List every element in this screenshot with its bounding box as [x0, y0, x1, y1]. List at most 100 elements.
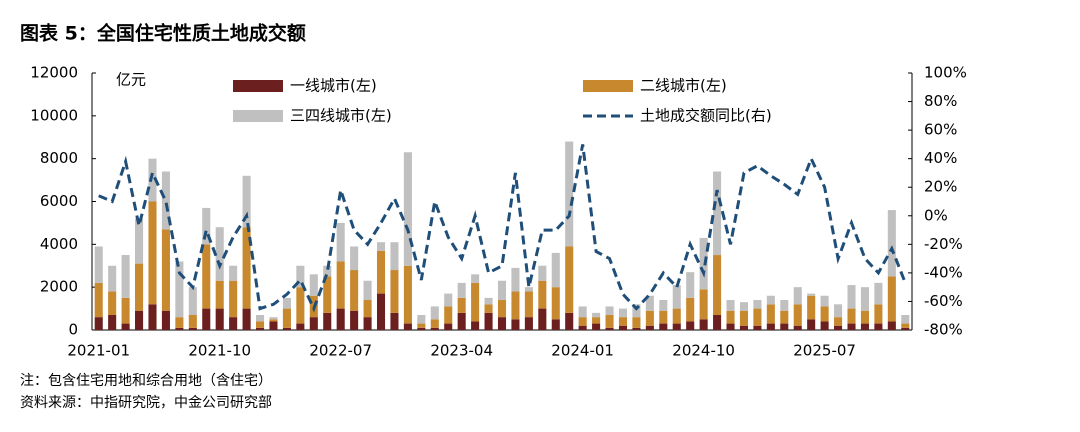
y2-tick-label: 60%	[924, 121, 957, 139]
bar-segment	[551, 319, 560, 330]
y-tick-label: 6000	[40, 192, 78, 210]
y2-tick-label: 20%	[924, 178, 957, 196]
bar-segment	[135, 263, 144, 311]
bar-segment	[847, 308, 856, 324]
bar-segment	[430, 319, 439, 328]
bar-segment	[202, 244, 211, 309]
bar-segment	[484, 304, 493, 313]
bar-segment	[269, 321, 278, 330]
bar-segment	[457, 282, 466, 298]
bar-segment	[229, 265, 238, 281]
legend-label: 二线城市(左)	[640, 77, 727, 95]
x-tick-label: 2023-04	[430, 342, 493, 360]
bar-segment	[820, 306, 829, 322]
bar-segment	[860, 287, 869, 311]
bar-segment	[108, 265, 117, 292]
bar-segment	[175, 327, 184, 330]
bar-segment	[538, 265, 547, 281]
bar-segment	[108, 315, 117, 330]
bar-segment	[94, 246, 103, 283]
bar-segment	[269, 317, 278, 320]
y2-tick-label: -80%	[924, 321, 963, 339]
bar-segment	[309, 274, 318, 296]
bar-segment	[847, 323, 856, 330]
bar-segment	[780, 310, 789, 324]
bar-segment	[188, 315, 197, 328]
y2-tick-label: 0%	[924, 206, 948, 224]
bar-segment	[350, 246, 359, 271]
bar-segment	[430, 327, 439, 330]
bar-segment	[686, 321, 695, 330]
bar-segment	[242, 227, 251, 309]
bar-segment	[256, 327, 265, 330]
bar-segment	[511, 291, 520, 320]
x-tick-label: 2021-10	[188, 342, 251, 360]
bar-segment	[739, 302, 748, 311]
bar-segment	[538, 280, 547, 309]
bar-segment	[592, 312, 601, 318]
bar-segment	[94, 282, 103, 318]
y-tick-label: 8000	[40, 149, 78, 167]
bar-segment	[296, 287, 305, 324]
bar-segment	[188, 327, 197, 330]
bar-segment	[834, 325, 843, 330]
bar-segment	[524, 317, 533, 330]
bar-segment	[121, 297, 130, 324]
bar-segment	[94, 317, 103, 330]
bar-segment	[645, 325, 654, 330]
bar-segment	[175, 261, 184, 318]
bar-segment	[350, 270, 359, 311]
x-tick-label: 2021-01	[67, 342, 130, 360]
legend-label: 土地成交额同比(右)	[640, 107, 772, 125]
y-tick-label: 10000	[30, 106, 78, 124]
y2-tick-label: 80%	[924, 92, 957, 110]
bar-segment	[390, 242, 399, 271]
bar-segment	[175, 317, 184, 328]
bar-segment	[444, 293, 453, 307]
bar-segment	[269, 319, 278, 322]
bar-segment	[511, 319, 520, 330]
bar-segment	[215, 227, 224, 281]
bar-segment	[215, 308, 224, 330]
y2-tick-label: 100%	[924, 64, 967, 82]
bar-segment	[148, 201, 157, 305]
bar-segment	[417, 315, 426, 324]
bar-segment	[632, 317, 641, 328]
bar-segment	[726, 323, 735, 330]
y-tick-label: 2000	[40, 278, 78, 296]
bar-segment	[282, 297, 291, 309]
bar-segment	[390, 270, 399, 313]
y2-tick-label: -60%	[924, 292, 963, 310]
bar-segment	[242, 175, 251, 228]
bar-segment	[659, 300, 668, 311]
bar-segment	[753, 300, 762, 309]
y2-tick-label: 40%	[924, 149, 957, 167]
bar-segment	[605, 315, 614, 328]
bar-segment	[565, 312, 574, 330]
bar-segment	[363, 280, 372, 301]
bar-segment	[336, 308, 345, 330]
bar-segment	[887, 321, 896, 330]
bar-segment	[417, 327, 426, 330]
bar-segment	[659, 323, 668, 330]
bar-segment	[793, 287, 802, 305]
bar-segment	[686, 272, 695, 298]
bar-segment	[780, 300, 789, 311]
bar-segment	[484, 297, 493, 305]
y-axis-unit: 亿元	[116, 71, 146, 89]
bar-segment	[484, 312, 493, 330]
bar-segment	[256, 321, 265, 328]
bar-segment	[780, 323, 789, 330]
bar-segment	[202, 308, 211, 330]
bar-segment	[834, 317, 843, 326]
bar-segment	[874, 323, 883, 330]
y-tick-label: 12000	[30, 64, 78, 82]
bar-segment	[578, 325, 587, 330]
bar-segment	[766, 323, 775, 330]
y2-tick-label: -20%	[924, 235, 963, 253]
bar-segment	[874, 304, 883, 324]
x-tick-label: 2025-07	[793, 342, 856, 360]
bar-segment	[592, 317, 601, 324]
bar-segment	[753, 325, 762, 330]
bar-segment	[323, 265, 332, 277]
